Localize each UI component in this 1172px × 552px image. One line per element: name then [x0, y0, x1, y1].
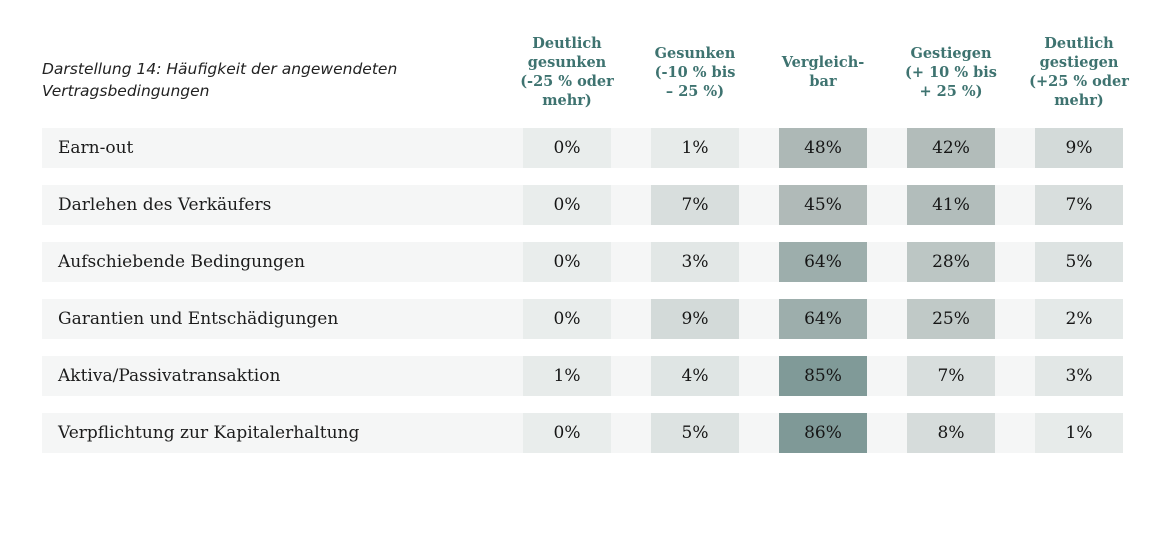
value-cell: 1%	[651, 128, 739, 168]
value-cell: 45%	[779, 185, 867, 225]
value-cell: 0%	[523, 299, 611, 339]
value-cell: 86%	[779, 413, 867, 453]
table-row: Aktiva/Passivatransaktion 1% 4% 85% 7% 3%	[42, 356, 1123, 396]
column-header-gesunken: Gesunken (-10 % bis – 25 %)	[654, 44, 736, 100]
value-cell: 28%	[907, 242, 995, 282]
value-cell: 3%	[1035, 356, 1123, 396]
value-cell: 1%	[1035, 413, 1123, 453]
figure-title: Darstellung 14: Häufigkeit der angewende…	[42, 60, 398, 100]
value-cell: 8%	[907, 413, 995, 453]
row-label: Verpflichtung zur Kapitalerhaltung	[58, 423, 360, 443]
value-cell: 42%	[907, 128, 995, 168]
value-cell: 3%	[651, 242, 739, 282]
value-cell: 1%	[523, 356, 611, 396]
table-row: Garantien und Entschädigungen 0% 9% 64% 25% 2…	[42, 299, 1123, 339]
value-cell: 41%	[907, 185, 995, 225]
value-cell: 7%	[1035, 185, 1123, 225]
value-cell: 64%	[779, 299, 867, 339]
value-cell: 4%	[651, 356, 739, 396]
row-label: Aufschiebende Bedingungen	[58, 252, 305, 272]
value-cell: 9%	[651, 299, 739, 339]
row-label: Garantien und Entschädigungen	[58, 309, 339, 329]
value-cell: 5%	[651, 413, 739, 453]
column-header-vergleichbar: Vergleich- bar	[781, 54, 865, 90]
value-cell: 0%	[523, 185, 611, 225]
value-cell: 0%	[523, 128, 611, 168]
value-cell: 25%	[907, 299, 995, 339]
table-row: Verpflichtung zur Kapitalerhaltung 0% 5% 86…	[42, 413, 1123, 453]
table-body: Earn-out 0% 1% 48% 42% 9% Darlehen des Verkäuf…	[42, 128, 1123, 470]
value-cell: 64%	[779, 242, 867, 282]
table-row: Earn-out 0% 1% 48% 42% 9%	[42, 128, 1123, 168]
value-cell: 0%	[523, 242, 611, 282]
value-cell: 7%	[651, 185, 739, 225]
value-cell: 2%	[1035, 299, 1123, 339]
value-cell: 48%	[779, 128, 867, 168]
column-header-row: Deutlich gesunken (-25 % oder mehr) Gesu…	[503, 16, 1143, 128]
value-cell: 9%	[1035, 128, 1123, 168]
row-label: Darlehen des Verkäufers	[58, 195, 272, 215]
value-cell: 7%	[907, 356, 995, 396]
row-label: Earn-out	[58, 138, 134, 158]
table-row: Darlehen des Verkäufers 0% 7% 45% 41% 7%	[42, 185, 1123, 225]
table-row: Aufschiebende Bedingungen 0% 3% 64% 28% 5%	[42, 242, 1123, 282]
value-cell: 5%	[1035, 242, 1123, 282]
row-label: Aktiva/Passivatransaktion	[58, 366, 281, 386]
column-header-deutlich-gestiegen: Deutlich gestiegen (+25 % oder mehr)	[1029, 35, 1129, 109]
value-cell: 85%	[779, 356, 867, 396]
column-header-gestiegen: Gestiegen (+ 10 % bis + 25 %)	[905, 44, 997, 100]
value-cell: 0%	[523, 413, 611, 453]
column-header-deutlich-gesunken: Deutlich gesunken (-25 % oder mehr)	[520, 35, 614, 109]
